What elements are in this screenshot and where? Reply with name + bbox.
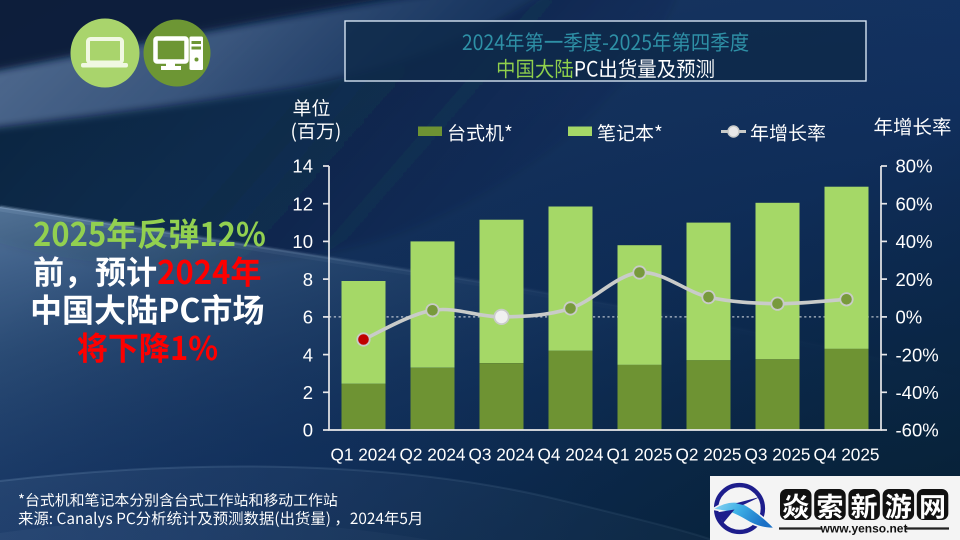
svg-text:6: 6 xyxy=(303,307,313,328)
svg-text:-40%: -40% xyxy=(896,382,939,403)
svg-text:10: 10 xyxy=(292,231,313,252)
svg-text:Q1 2025: Q1 2025 xyxy=(607,444,673,464)
svg-text:40%: 40% xyxy=(896,231,933,252)
svg-text:Q3 2024: Q3 2024 xyxy=(469,444,535,464)
svg-text:-60%: -60% xyxy=(896,420,939,441)
svg-text:0%: 0% xyxy=(896,307,923,328)
svg-text:4: 4 xyxy=(303,344,313,365)
svg-text:8: 8 xyxy=(303,269,313,290)
svg-text:14: 14 xyxy=(292,156,313,177)
svg-text:Q4 2024: Q4 2024 xyxy=(538,444,604,464)
svg-text:Q2 2024: Q2 2024 xyxy=(400,444,466,464)
svg-text:-20%: -20% xyxy=(896,344,939,365)
svg-text:Q3 2025: Q3 2025 xyxy=(745,444,811,464)
svg-text:60%: 60% xyxy=(896,193,933,214)
svg-text:0: 0 xyxy=(303,420,313,441)
svg-text:www.yenso.net: www.yenso.net xyxy=(820,522,908,536)
svg-text:Q4 2025: Q4 2025 xyxy=(814,444,880,464)
svg-text:2: 2 xyxy=(303,382,313,403)
svg-text:Q1 2024: Q1 2024 xyxy=(331,444,397,464)
svg-text:80%: 80% xyxy=(896,156,933,177)
svg-text:12: 12 xyxy=(292,193,313,214)
svg-text:Q2 2025: Q2 2025 xyxy=(676,444,742,464)
svg-text:20%: 20% xyxy=(896,269,933,290)
